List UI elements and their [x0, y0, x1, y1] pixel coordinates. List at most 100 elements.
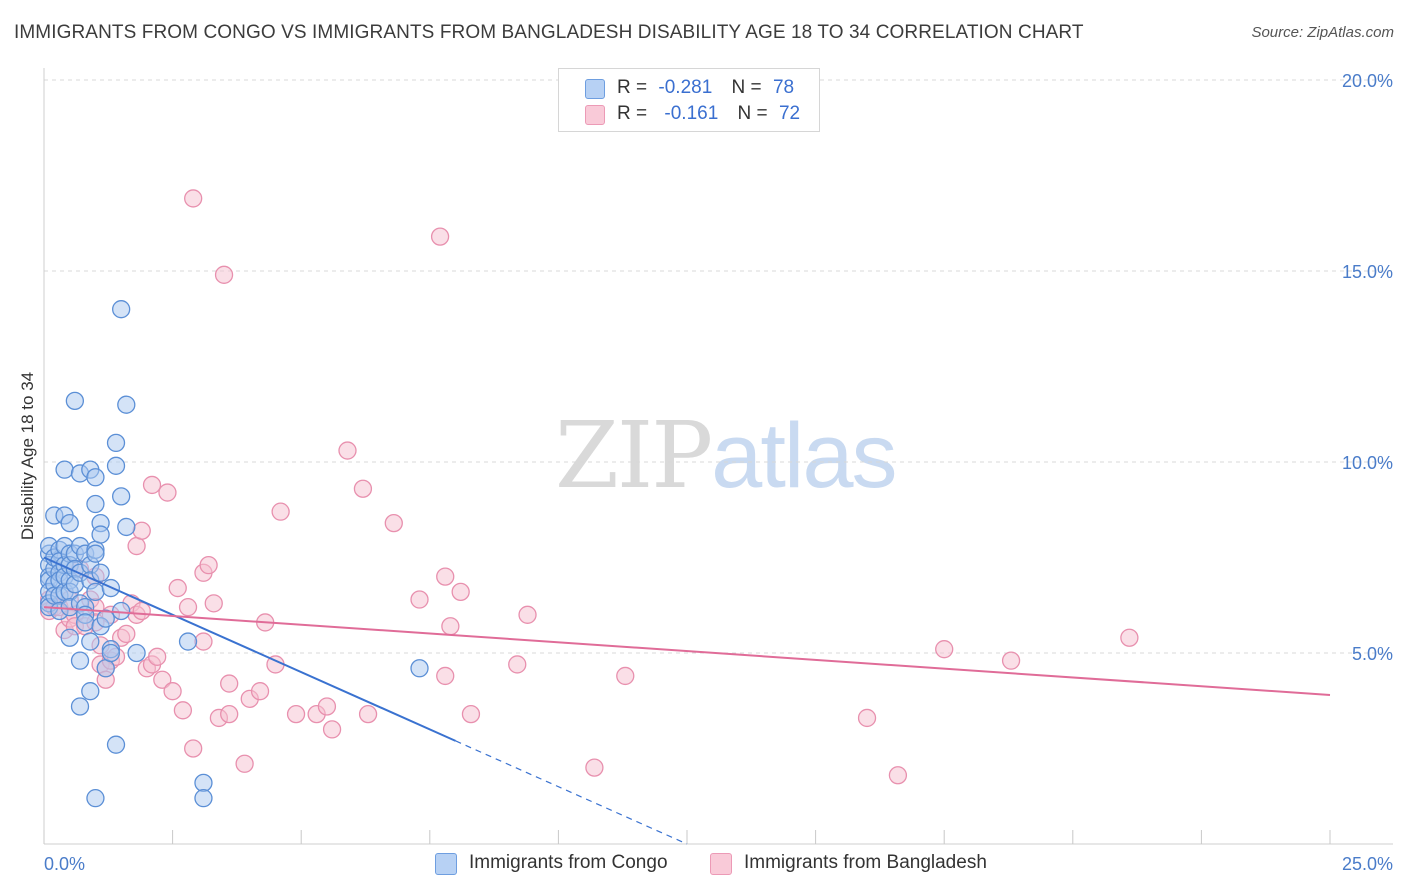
- point-bangladesh: [338, 441, 357, 460]
- point-congo: [96, 609, 115, 628]
- point-bangladesh: [857, 708, 877, 728]
- trend-line-bangladesh: [43, 606, 1331, 697]
- point-bangladesh: [508, 655, 527, 674]
- legend-swatch-bangladesh: [585, 105, 605, 125]
- point-bangladesh: [430, 227, 450, 246]
- point-bangladesh: [184, 739, 203, 758]
- point-bangladesh: [384, 513, 403, 533]
- point-bangladesh: [204, 594, 223, 613]
- point-congo: [178, 632, 198, 651]
- trend-line-congo: [43, 556, 456, 742]
- point-bangladesh: [132, 521, 151, 540]
- point-bangladesh: [117, 624, 136, 644]
- point-congo: [91, 525, 110, 544]
- point-congo: [127, 643, 146, 663]
- point-bangladesh: [322, 720, 342, 739]
- point-congo: [81, 632, 100, 651]
- point-congo: [106, 456, 126, 475]
- point-bangladesh: [616, 666, 635, 686]
- point-congo: [86, 468, 105, 487]
- x-tick-label-min: 0.0%: [44, 854, 85, 874]
- legend-n-label: N =: [731, 77, 762, 98]
- point-bangladesh: [585, 758, 604, 777]
- y-tick-labels: 5.0% 10.0% 15.0% 20.0%: [1342, 71, 1393, 664]
- point-congo: [106, 433, 126, 453]
- chart-title: IMMIGRANTS FROM CONGO VS IMMIGRANTS FROM…: [14, 22, 1084, 43]
- bottom-legend-swatch-congo: [435, 853, 457, 875]
- point-bangladesh: [286, 704, 306, 724]
- source-note: Source: ZipAtlas.com: [1251, 24, 1394, 41]
- point-bangladesh: [451, 582, 470, 602]
- point-bangladesh: [271, 502, 290, 521]
- point-bangladesh: [250, 682, 270, 701]
- point-bangladesh: [235, 754, 254, 773]
- legend-n-value-congo: 78: [772, 77, 795, 98]
- point-congo: [112, 300, 131, 319]
- point-congo: [91, 563, 110, 582]
- legend-r-label: R =: [617, 77, 648, 98]
- legend-text-bangladesh: R = -0.161 N = 72: [617, 103, 800, 125]
- point-congo: [86, 544, 105, 563]
- point-congo: [101, 643, 121, 663]
- y-tick-label: 10.0%: [1342, 453, 1393, 473]
- trend-line-congo-extension: [455, 740, 688, 845]
- point-bangladesh: [194, 632, 213, 651]
- legend-r-value-congo: -0.281: [658, 77, 713, 98]
- point-bangladesh: [220, 674, 239, 693]
- point-bangladesh: [410, 590, 429, 609]
- data-points: [39, 189, 1139, 808]
- correlation-legend: R = -0.281 N = 78 R = -0.161 N = 72: [558, 68, 820, 132]
- point-bangladesh: [1120, 628, 1139, 647]
- y-tick-label: 5.0%: [1352, 644, 1393, 664]
- point-bangladesh: [168, 578, 187, 598]
- y-tick-label: 20.0%: [1342, 71, 1393, 91]
- point-bangladesh: [163, 682, 182, 701]
- point-bangladesh: [220, 704, 239, 724]
- point-congo: [76, 613, 95, 632]
- legend-swatch-congo: [585, 79, 605, 99]
- point-bangladesh: [1001, 651, 1021, 670]
- watermark-atlas: atlas: [711, 405, 897, 507]
- point-bangladesh: [353, 479, 373, 498]
- point-bangladesh: [518, 605, 537, 624]
- point-bangladesh: [132, 601, 151, 621]
- point-congo: [60, 628, 79, 647]
- point-bangladesh: [178, 598, 198, 617]
- bottom-legend-label-congo: Immigrants from Congo: [469, 852, 668, 873]
- bottom-legend-label-bangladesh: Immigrants from Bangladesh: [744, 852, 987, 873]
- point-bangladesh: [436, 567, 455, 586]
- point-bangladesh: [184, 189, 203, 208]
- point-congo: [60, 513, 79, 533]
- point-bangladesh: [214, 265, 234, 284]
- point-congo: [86, 582, 105, 602]
- point-congo: [70, 651, 90, 670]
- point-congo: [112, 601, 131, 621]
- watermark-zip: ZIP: [555, 402, 713, 509]
- point-bangladesh: [436, 666, 455, 686]
- point-bangladesh: [461, 704, 481, 724]
- point-congo: [112, 487, 131, 506]
- point-bangladesh: [142, 475, 162, 495]
- y-axis-label: Disability Age 18 to 34: [18, 372, 37, 540]
- point-bangladesh: [358, 704, 378, 724]
- x-ticks: [43, 830, 1331, 844]
- point-bangladesh: [317, 697, 337, 716]
- point-congo: [81, 682, 100, 701]
- point-bangladesh: [153, 670, 172, 689]
- bottom-legend-swatch-bangladesh: [710, 853, 732, 875]
- point-congo: [194, 789, 213, 808]
- point-congo: [106, 735, 126, 754]
- legend-r-label: R =: [617, 103, 648, 124]
- y-tick-label: 15.0%: [1342, 262, 1393, 282]
- legend-n-label: N =: [737, 103, 768, 124]
- legend-n-value-bangladesh: 72: [778, 103, 801, 124]
- point-bangladesh: [127, 536, 146, 556]
- gridlines: [44, 79, 1393, 654]
- point-bangladesh: [148, 647, 167, 666]
- point-bangladesh: [199, 555, 218, 575]
- point-bangladesh: [441, 617, 460, 636]
- point-bangladesh: [158, 483, 177, 502]
- point-congo: [86, 494, 105, 514]
- point-bangladesh: [173, 701, 193, 720]
